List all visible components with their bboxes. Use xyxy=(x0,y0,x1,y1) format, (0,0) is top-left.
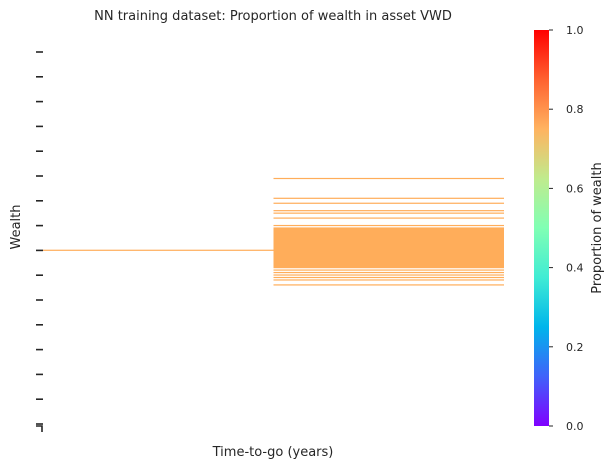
heatmap-cells xyxy=(43,177,504,286)
colorbar-tick-label: 0.6 xyxy=(566,182,584,195)
heatmap-cell xyxy=(273,284,504,286)
heatmap-cell xyxy=(273,269,504,271)
y-axis-label: Wealth xyxy=(9,204,24,249)
heatmap-cell xyxy=(273,224,504,227)
colorbar-tick-label: 0.8 xyxy=(566,103,584,116)
colorbar-tick-label: 0.4 xyxy=(566,262,584,275)
heatmap-cell xyxy=(43,249,274,251)
colorbar-tick-label: 1.0 xyxy=(566,24,584,37)
heatmap-cell xyxy=(273,202,504,204)
colorbar-tick-label: 0.0 xyxy=(566,420,584,433)
colorbar-ticks: 0.0 0.2 0.4 0.6 0.8 1.0 xyxy=(549,24,584,433)
heatmap-cell xyxy=(273,276,504,279)
chart-title: NN training dataset: Proportion of wealt… xyxy=(94,9,452,24)
heatmap-cell xyxy=(273,197,504,199)
heatmap-cell xyxy=(273,279,504,281)
x-axis-label: Time-to-go (years) xyxy=(212,445,334,460)
colorbar-label: Proportion of wealth xyxy=(590,162,605,293)
heatmap-cell xyxy=(273,177,504,180)
heatmap-cell-band xyxy=(273,228,504,268)
heatmap-cell xyxy=(273,274,504,276)
heatmap-cell xyxy=(273,210,504,212)
axis-corner xyxy=(36,425,43,432)
heatmap-cell xyxy=(273,217,504,219)
colorbar-tick-label: 0.2 xyxy=(566,341,584,354)
heatmap-cell xyxy=(273,212,504,214)
heatmap-cell xyxy=(273,271,504,274)
y-axis-ticks xyxy=(36,51,43,432)
colorbar xyxy=(534,30,549,426)
